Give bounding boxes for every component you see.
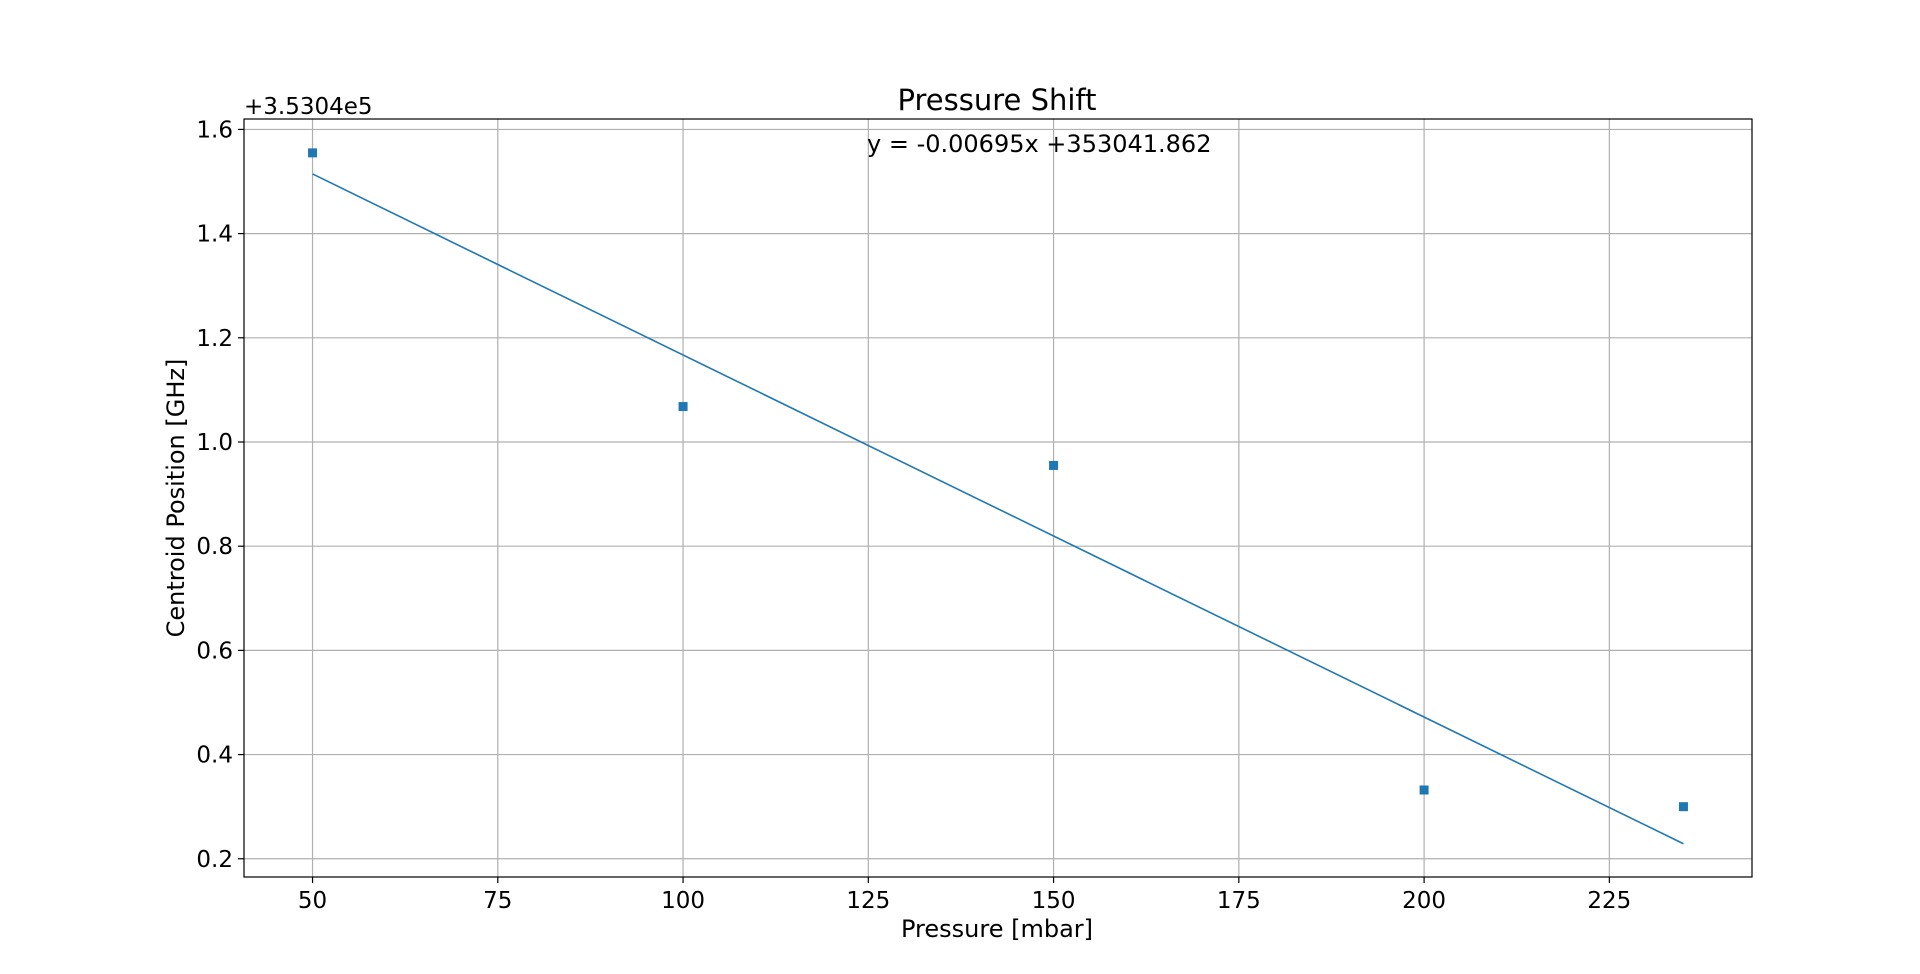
y-tick-label: 1.0 bbox=[196, 430, 233, 456]
y-tick-label: 1.4 bbox=[196, 222, 233, 248]
chart-title: Pressure Shift bbox=[898, 83, 1097, 117]
fit-line-group bbox=[312, 173, 1684, 845]
x-axis-ticks: 50 75 100 125 150 175 200 225 bbox=[298, 877, 1631, 914]
y-tick-label: 1.6 bbox=[196, 117, 233, 143]
data-point bbox=[1678, 802, 1688, 812]
data-point bbox=[1049, 460, 1059, 470]
y-axis-ticks: 0.2 0.4 0.6 0.8 1.0 1.2 1.4 1.6 bbox=[196, 117, 244, 873]
y-tick-label: 0.6 bbox=[196, 638, 233, 664]
fit-line bbox=[312, 173, 1684, 845]
y-tick-label: 0.4 bbox=[196, 743, 233, 769]
x-tick-label: 75 bbox=[483, 888, 512, 914]
grid bbox=[244, 119, 1752, 877]
x-tick-label: 100 bbox=[661, 888, 705, 914]
y-axis-label: Centroid Position [GHz] bbox=[162, 359, 190, 638]
x-tick-label: 50 bbox=[298, 888, 327, 914]
x-tick-label: 175 bbox=[1217, 888, 1261, 914]
y-tick-label: 1.2 bbox=[196, 326, 233, 352]
y-tick-label: 0.8 bbox=[196, 534, 233, 560]
y-tick-label: 0.2 bbox=[196, 847, 233, 873]
data-points bbox=[308, 148, 1688, 812]
data-point bbox=[678, 402, 688, 412]
x-tick-label: 150 bbox=[1032, 888, 1076, 914]
y-offset-label: +3.5304e5 bbox=[244, 94, 373, 120]
plot-frame bbox=[243, 118, 1753, 878]
fit-equation: y = -0.00695x +353041.862 bbox=[867, 130, 1211, 158]
data-point bbox=[308, 148, 318, 158]
x-axis-label: Pressure [mbar] bbox=[901, 915, 1093, 943]
x-tick-label: 225 bbox=[1587, 888, 1631, 914]
data-point bbox=[1419, 785, 1429, 795]
x-tick-label: 125 bbox=[846, 888, 890, 914]
x-tick-label: 200 bbox=[1402, 888, 1446, 914]
